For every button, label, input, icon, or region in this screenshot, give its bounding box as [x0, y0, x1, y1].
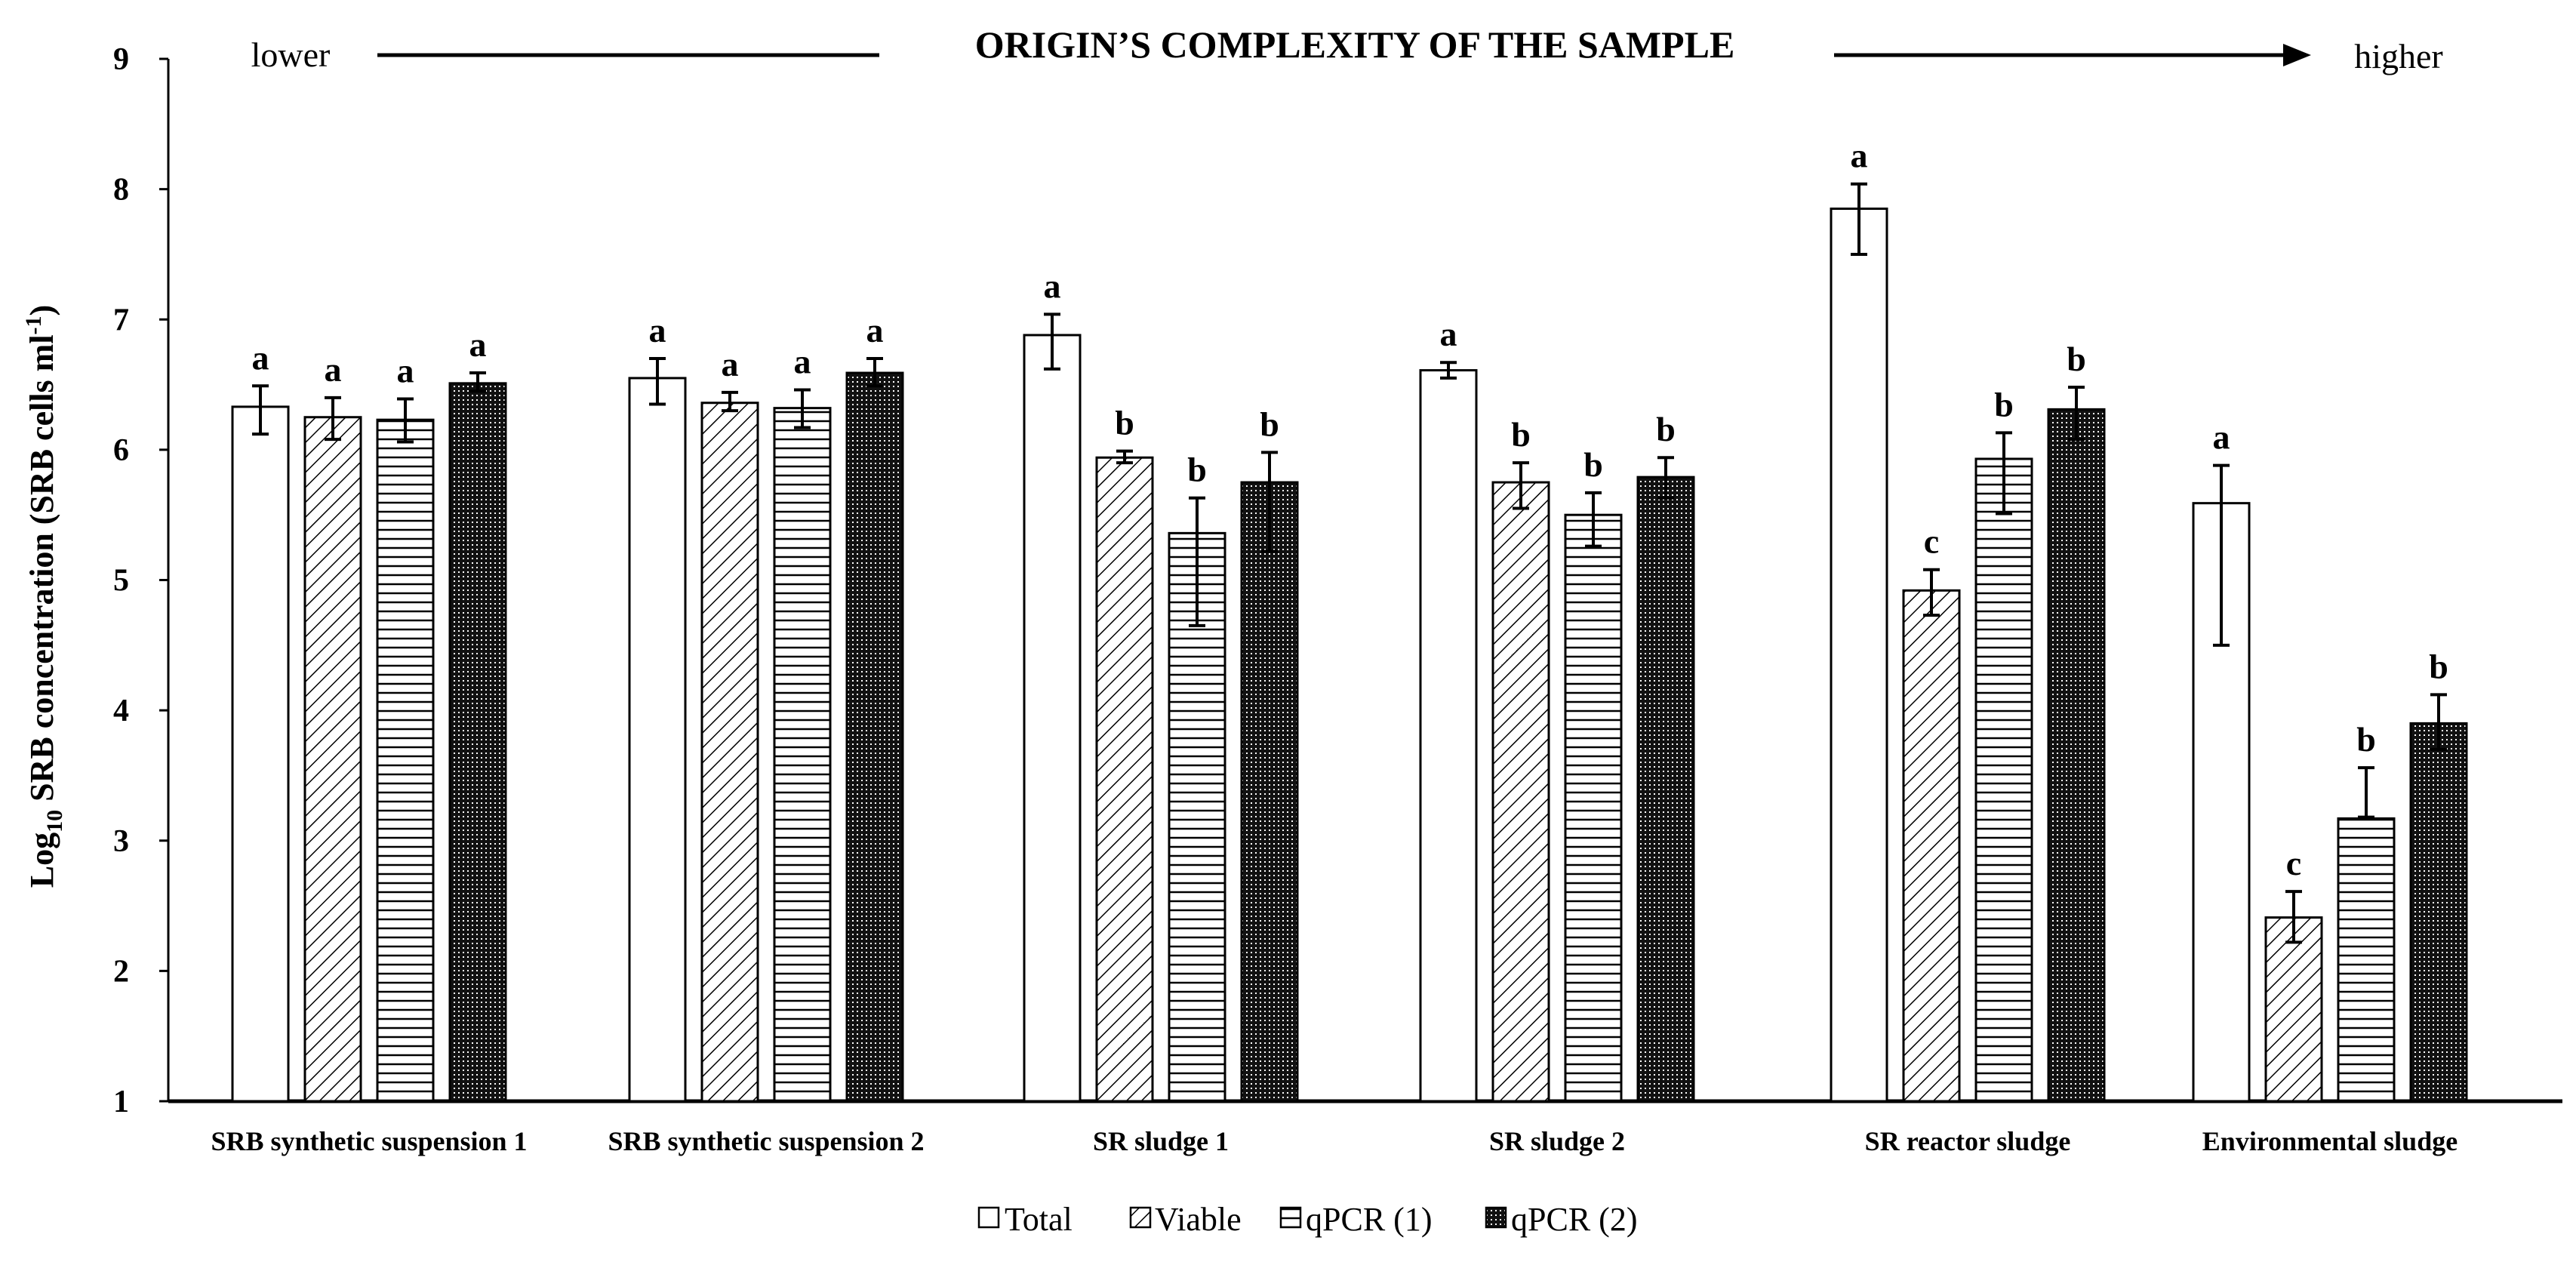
significance-letter: b [2356, 720, 2376, 759]
significance-letter: c [2286, 844, 2301, 882]
bar-white [1419, 369, 1478, 1103]
banner-arrowhead [2283, 44, 2311, 66]
significance-letter: c [1924, 522, 1939, 561]
legend-label-total: Total [1005, 1201, 1073, 1238]
legend-label-qpcr2: qPCR (2) [1511, 1201, 1637, 1238]
category-label: SR reactor sludge [1865, 1126, 2071, 1156]
bar-dotted [1636, 476, 1695, 1103]
significance-letter: b [2067, 340, 2086, 378]
y-tick-label: 9 [113, 42, 129, 77]
bar-dotted [2047, 408, 2106, 1103]
category-label: SRB synthetic suspension 1 [211, 1126, 527, 1156]
significance-letter: a [252, 338, 269, 377]
bar-diagonal [303, 416, 362, 1103]
bar-white [628, 377, 687, 1103]
significance-letter: b [2429, 647, 2448, 685]
significance-letter: a [2213, 418, 2230, 457]
significance-letter: a [649, 311, 666, 349]
bars-group: a a a a a a a a a b b b a b b b a c b b a c b b [231, 137, 2468, 1103]
legend-label-viable: Viable [1155, 1201, 1242, 1238]
significance-letter: b [1187, 451, 1207, 489]
bar-horizontal [773, 407, 832, 1103]
y-tick-label: 2 [113, 954, 129, 989]
y-tick-label: 3 [113, 824, 129, 859]
bar-dotted [845, 371, 904, 1103]
bar-white [231, 405, 290, 1103]
category-label: SR sludge 1 [1093, 1126, 1229, 1156]
bar-horizontal [1168, 531, 1226, 1103]
bar-horizontal [2337, 817, 2396, 1103]
significance-letter: a [325, 350, 342, 389]
category-label: Environmental sludge [2202, 1126, 2458, 1156]
bar-diagonal [1491, 481, 1550, 1103]
y-tick-label: 1 [113, 1085, 129, 1119]
bar-diagonal [700, 402, 759, 1103]
bar-white [1023, 334, 1082, 1103]
y-axis-label: Log10 SRB concentration (SRB cells ml-1) [21, 305, 67, 888]
banner-higher-word: higher [2354, 37, 2443, 75]
significance-letter: a [1044, 266, 1061, 305]
significance-letter: b [1583, 445, 1603, 484]
bar-dotted [2409, 722, 2468, 1103]
category-labels: SRB synthetic suspension 1 SRB synthetic … [211, 1126, 2458, 1156]
y-tick-label: 6 [113, 433, 129, 468]
bar-horizontal [376, 418, 435, 1103]
significance-letter: a [397, 352, 414, 390]
significance-letter: a [1851, 137, 1868, 175]
bar-dotted [448, 382, 507, 1103]
complexity-banner: lower ORIGIN’S COMPLEXITY OF THE SAMPLE … [251, 23, 2443, 75]
y-tick-label: 8 [113, 173, 129, 208]
banner-title: ORIGIN’S COMPLEXITY OF THE SAMPLE [975, 23, 1735, 66]
bar-diagonal [1095, 456, 1154, 1103]
bar-horizontal [1564, 513, 1623, 1103]
bar-horizontal [1974, 457, 2033, 1103]
significance-letter: a [794, 342, 811, 380]
legend: Total Viable qPCR (1) qPCR (2) [977, 1201, 1637, 1238]
significance-letter: b [1511, 415, 1531, 454]
bar-diagonal [2264, 916, 2323, 1103]
bar-white [1830, 208, 1888, 1103]
legend-swatch-qpcr2 [1485, 1206, 1507, 1229]
y-tick-label: 7 [113, 303, 129, 337]
significance-letter: b [1115, 404, 1134, 442]
significance-letter: a [1440, 315, 1457, 353]
category-label: SRB synthetic suspension 2 [608, 1126, 924, 1156]
axes: 1 2 3 4 5 6 7 8 9 [113, 42, 2562, 1119]
significance-letter: b [1656, 410, 1676, 448]
category-label: SR sludge 2 [1489, 1126, 1625, 1156]
legend-swatch-viable [1129, 1206, 1152, 1229]
y-tick-label: 4 [113, 694, 129, 728]
legend-label-qpcr1: qPCR (1) [1306, 1201, 1432, 1238]
significance-letter: a [722, 345, 739, 383]
significance-letter: a [866, 311, 884, 349]
significance-letter: b [1994, 385, 2014, 423]
bar-dotted [1240, 481, 1299, 1103]
y-tick-label: 5 [113, 564, 129, 599]
significance-letter: b [1260, 405, 1279, 443]
legend-swatch-qpcr1 [1279, 1206, 1302, 1229]
legend-swatch-total [977, 1206, 1000, 1229]
bar-diagonal [1902, 589, 1961, 1103]
significance-letter: a [469, 325, 487, 364]
banner-lower-word: lower [251, 35, 331, 74]
